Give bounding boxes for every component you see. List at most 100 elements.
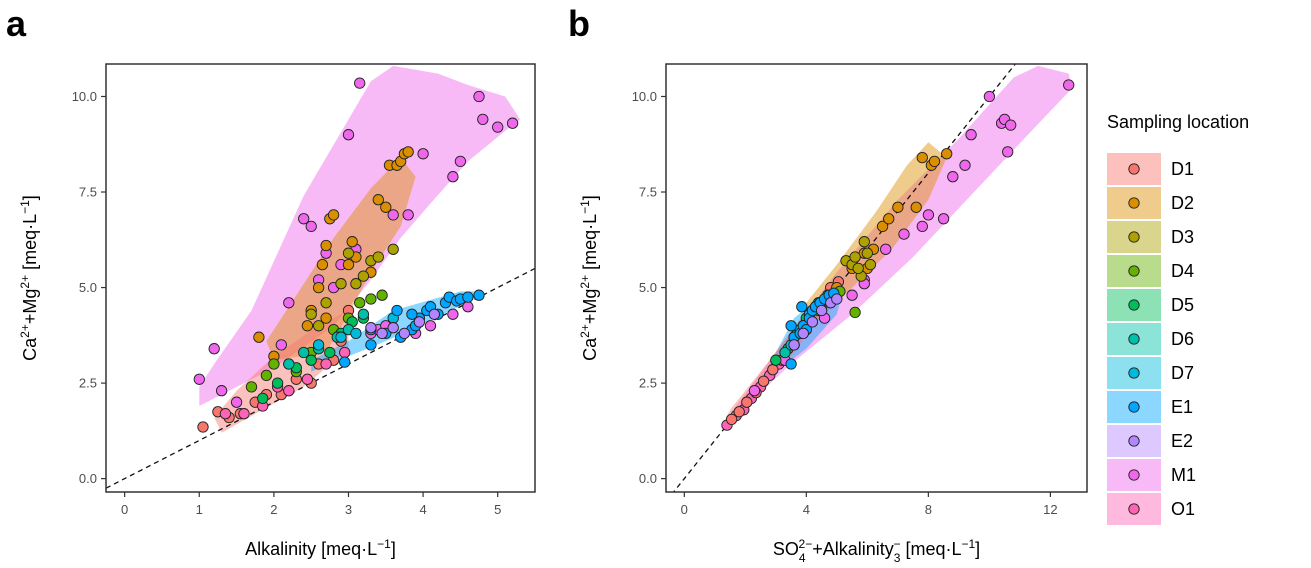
legend-item-e2: E2 (1107, 425, 1193, 457)
panel-b-frame (665, 63, 1088, 493)
panel-a-x-ticks: 0 1 2 3 4 5 (121, 492, 501, 517)
legend-item-d4: D4 (1107, 255, 1194, 287)
point-e2 (413, 316, 426, 328)
legend-key-point (1128, 469, 1140, 481)
point-m1 (965, 129, 977, 141)
panel-a-y-axis-title: Ca2++Mg2+ [meq·L−1] (18, 195, 40, 361)
point-m1 (298, 213, 310, 225)
point-d1 (197, 421, 209, 433)
point-m1 (898, 228, 910, 240)
point-e1 (391, 304, 403, 317)
point-e1 (473, 289, 485, 301)
point-m1 (937, 213, 950, 225)
point-d1 (741, 396, 753, 408)
point-m1 (477, 113, 489, 126)
panel-b-y-ticks: 0.0 2.5 5.0 7.5 10.0 (632, 89, 666, 486)
point-d5 (257, 392, 269, 405)
x-tick-label: 0 (681, 502, 688, 517)
point-m1 (275, 339, 287, 351)
point-d2 (402, 146, 414, 158)
point-e2 (797, 327, 809, 340)
y-tick-label: 5.0 (639, 280, 657, 295)
point-m1 (305, 220, 317, 233)
point-d3 (372, 251, 384, 263)
point-d2 (892, 201, 904, 213)
point-m1 (922, 209, 935, 221)
panel-b-x-ticks: 0 4 8 12 (681, 492, 1058, 517)
y-tick-label: 7.5 (639, 185, 657, 200)
x-tick-label: 4 (803, 502, 810, 517)
point-e2 (398, 327, 411, 340)
point-m1 (215, 385, 228, 397)
y-tick-label: 7.5 (79, 185, 97, 200)
point-d2 (916, 151, 928, 164)
point-m1 (193, 373, 205, 385)
x-tick-label: 3 (345, 502, 352, 517)
point-d3 (858, 236, 870, 248)
point-d3 (342, 247, 355, 259)
point-m1 (1002, 146, 1014, 158)
point-d2 (910, 201, 922, 213)
point-m1 (959, 159, 971, 171)
legend-item-o1: O1 (1107, 493, 1195, 525)
point-d6 (779, 346, 791, 359)
point-e1 (339, 356, 351, 368)
point-d2 (301, 320, 314, 332)
point-d1 (725, 413, 738, 426)
legend-item-e1: E1 (1107, 391, 1193, 423)
point-o1 (219, 408, 232, 420)
point-d5 (770, 354, 782, 366)
point-e1 (785, 358, 797, 370)
legend-label: D7 (1171, 363, 1194, 383)
panel-b-letter: b (568, 3, 590, 44)
legend-item-d3: D3 (1107, 221, 1194, 253)
point-e2 (806, 316, 819, 328)
point-o1 (339, 346, 351, 359)
x-tick-label: 2 (270, 502, 277, 517)
point-e1 (365, 339, 377, 351)
y-tick-label: 2.5 (79, 376, 97, 391)
point-d4 (268, 358, 280, 370)
legend-items: D1 D2 D3 D4 D5 D6 D7 E1 E2 M1 O1 (1107, 152, 1196, 526)
legend-label: D3 (1171, 227, 1194, 247)
x-tick-label: 8 (925, 502, 932, 517)
legend-key-point (1128, 333, 1140, 345)
x-tick-label: 1 (196, 502, 203, 517)
y-tick-label: 10.0 (632, 89, 657, 104)
point-m1 (402, 209, 414, 221)
point-d3 (350, 278, 362, 290)
panel-a-points (193, 77, 519, 433)
region-d2 (266, 157, 416, 361)
point-d2 (346, 236, 358, 248)
x-tick-label: 12 (1043, 502, 1057, 517)
legend: Sampling location D1 D2 D3 D4 D5 D6 D7 E1 E2 M1 O1 (1107, 112, 1249, 526)
point-m1 (506, 117, 519, 129)
point-d5 (324, 346, 336, 359)
point-d2 (372, 194, 384, 206)
y-tick-label: 0.0 (79, 471, 97, 486)
point-m1 (447, 171, 459, 183)
point-e2 (788, 339, 800, 351)
point-d2 (312, 281, 325, 294)
point-d7 (312, 339, 325, 351)
legend-item-d2: D2 (1107, 187, 1194, 219)
legend-key-point (1128, 367, 1140, 379)
point-m1 (283, 297, 295, 309)
point-d7 (350, 327, 362, 340)
point-m1 (473, 90, 485, 103)
legend-title: Sampling location (1107, 112, 1249, 132)
point-m1 (424, 320, 437, 332)
point-d2 (342, 258, 355, 271)
point-m1 (354, 77, 366, 89)
point-o1 (320, 358, 332, 370)
legend-key-point (1128, 503, 1140, 515)
y-tick-label: 5.0 (79, 280, 97, 295)
point-d6 (283, 358, 295, 370)
point-o1 (301, 373, 314, 385)
point-m1 (916, 220, 928, 233)
point-d5 (271, 377, 284, 389)
panel-a-frame (105, 63, 536, 493)
point-d1 (767, 364, 779, 376)
legend-key-point (1128, 299, 1140, 311)
point-e2 (376, 327, 388, 340)
